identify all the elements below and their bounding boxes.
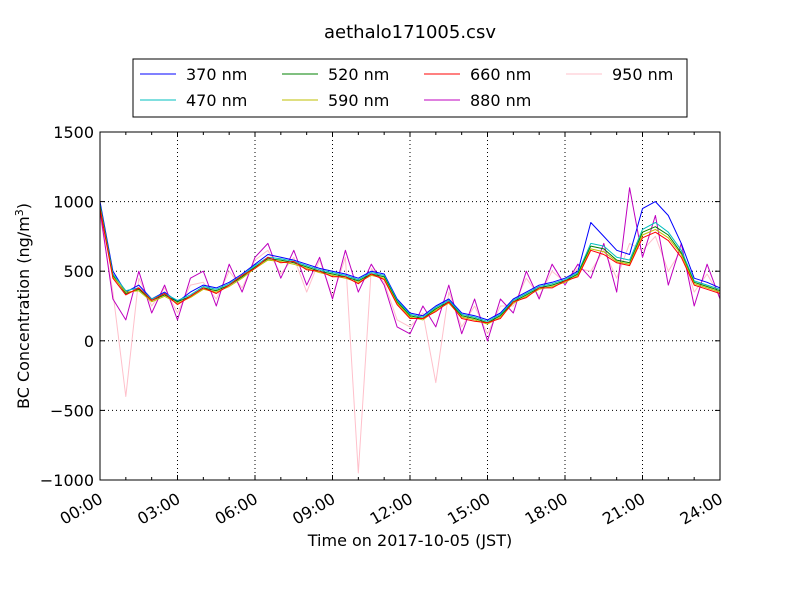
legend-label: 520 nm — [328, 65, 389, 84]
legend-items: 370 nm 470 nm 520 nm 590 nm 660 nm 880 nm 950 … — [140, 65, 673, 110]
y-axis-label-main: BC Concentration (ng/m — [14, 216, 33, 409]
legend-label: 950 nm — [612, 65, 673, 84]
legend-label: 370 nm — [186, 65, 247, 84]
legend-label: 470 nm — [186, 91, 247, 110]
y-tick-label: −500 — [50, 401, 94, 420]
series-line-470-nm — [99, 204, 721, 322]
y-tick-labels: 1500 1000 500 0 −500 −1000 — [40, 123, 94, 490]
legend-label: 590 nm — [328, 91, 389, 110]
series-line-660-nm — [99, 208, 721, 324]
series-lines — [99, 187, 721, 474]
legend-box — [132, 58, 688, 118]
grid-lines — [100, 132, 720, 480]
legend-label: 660 nm — [470, 65, 531, 84]
legend: 370 nm 470 nm 520 nm 590 nm 660 nm 880 nm 950 … — [132, 58, 688, 118]
y-tick-label: 0 — [84, 332, 94, 351]
y-axis-label-superscript: 3 — [13, 209, 26, 216]
series-line-590-nm — [99, 207, 721, 325]
y-tick-label: 1500 — [53, 123, 94, 142]
y-axis-label: BC Concentration (ng/m3) — [13, 203, 33, 409]
series-line-880-nm — [99, 187, 721, 342]
chart-title: aethalo171005.csv — [324, 22, 496, 43]
y-tick-label: −1000 — [40, 471, 94, 490]
y-tick-label: 500 — [63, 262, 94, 281]
y-tick-label: 1000 — [53, 193, 94, 212]
series-line-950-nm — [99, 215, 721, 474]
x-axis-label: Time on 2017-10-05 (JST) — [307, 531, 512, 550]
y-axis-label-close: ) — [14, 203, 33, 209]
series-line-370-nm — [99, 201, 721, 321]
axis-ticks — [99, 131, 721, 481]
legend-label: 880 nm — [470, 91, 531, 110]
